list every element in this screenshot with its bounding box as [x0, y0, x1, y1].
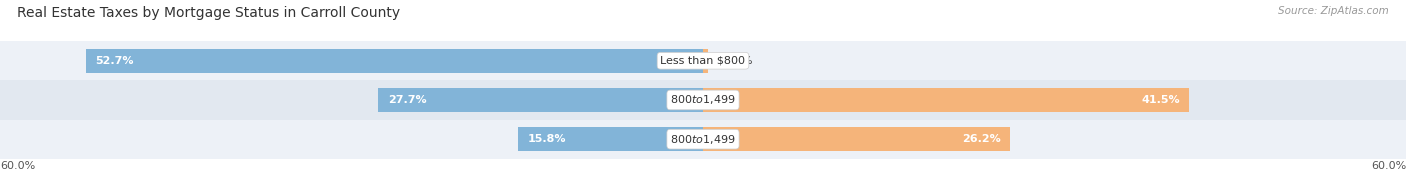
Bar: [703, 127, 1010, 151]
Bar: [86, 49, 703, 73]
Text: 15.8%: 15.8%: [527, 134, 565, 144]
Text: 52.7%: 52.7%: [94, 56, 134, 66]
Text: $800 to $1,499: $800 to $1,499: [671, 93, 735, 106]
Bar: [517, 127, 703, 151]
Text: 41.5%: 41.5%: [1142, 95, 1180, 105]
Text: Less than $800: Less than $800: [661, 56, 745, 66]
Text: 26.2%: 26.2%: [962, 134, 1001, 144]
Bar: [703, 88, 1189, 112]
Bar: [703, 49, 709, 73]
Text: 60.0%: 60.0%: [0, 161, 35, 171]
Text: $800 to $1,499: $800 to $1,499: [671, 133, 735, 146]
Text: 0.44%: 0.44%: [717, 56, 754, 66]
Text: 60.0%: 60.0%: [1371, 161, 1406, 171]
Text: 27.7%: 27.7%: [388, 95, 426, 105]
Text: Real Estate Taxes by Mortgage Status in Carroll County: Real Estate Taxes by Mortgage Status in …: [17, 6, 399, 20]
Bar: [378, 88, 703, 112]
Bar: [0, 80, 1406, 120]
Bar: [0, 41, 1406, 80]
Bar: [0, 120, 1406, 159]
Text: Source: ZipAtlas.com: Source: ZipAtlas.com: [1278, 6, 1389, 16]
